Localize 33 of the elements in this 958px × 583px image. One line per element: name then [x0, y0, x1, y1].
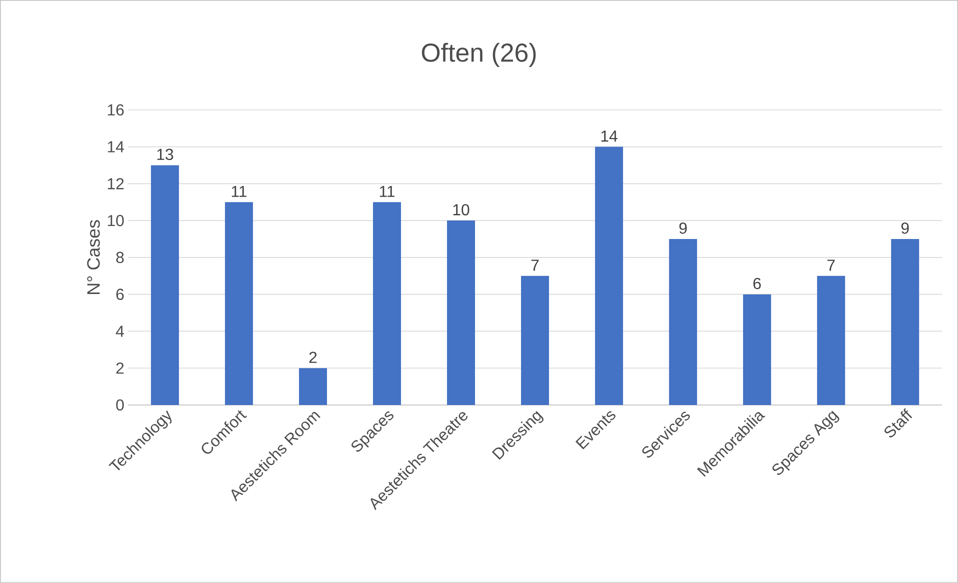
- bar: [817, 276, 846, 406]
- data-label: 6: [753, 278, 761, 290]
- y-tick-label: 0: [116, 399, 124, 411]
- data-label: 11: [380, 186, 394, 197]
- bar: [372, 202, 401, 406]
- bar: [891, 239, 920, 406]
- data-label: 9: [679, 222, 687, 234]
- data-label: 2: [309, 352, 317, 363]
- data-label: 7: [827, 260, 835, 271]
- data-label: 7: [531, 260, 539, 271]
- data-label: 14: [601, 130, 618, 142]
- y-tick-label: 14: [108, 141, 124, 152]
- bar: [521, 276, 550, 406]
- bar: [298, 368, 327, 406]
- data-label: 13: [157, 148, 174, 160]
- y-tick-label: 10: [108, 214, 124, 226]
- chart-title: Often (26): [422, 42, 536, 68]
- bar: [743, 294, 772, 406]
- y-tick-label: 12: [108, 178, 124, 190]
- bar: [224, 202, 253, 406]
- bar: [447, 220, 476, 406]
- data-label: 10: [453, 204, 470, 216]
- data-label: 11: [232, 186, 246, 197]
- bar: [595, 146, 624, 406]
- data-label: 9: [901, 222, 909, 234]
- y-tick-label: 6: [116, 288, 124, 300]
- y-tick-label: 16: [108, 104, 124, 116]
- bar: [669, 239, 698, 406]
- y-tick-label: 2: [116, 362, 124, 374]
- y-axis-title: N° Cases: [87, 220, 100, 294]
- bar: [150, 165, 179, 406]
- y-tick-label: 4: [116, 326, 124, 337]
- y-tick-label: 8: [116, 252, 124, 264]
